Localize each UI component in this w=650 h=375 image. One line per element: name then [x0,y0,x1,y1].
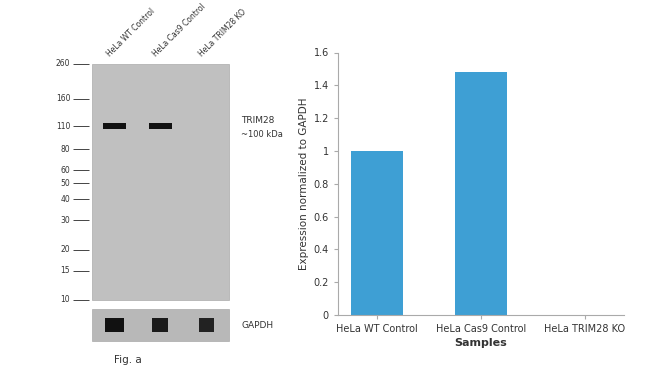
Text: 20: 20 [60,245,70,254]
Text: 30: 30 [60,216,70,225]
X-axis label: Samples: Samples [454,338,508,348]
Bar [92,64,229,300]
Text: 80: 80 [60,145,70,154]
Text: 50: 50 [60,179,70,188]
Text: 110: 110 [56,122,70,130]
Text: TRIM28: TRIM28 [241,116,275,125]
Bar [105,318,124,333]
Bar [92,309,229,341]
Bar [149,123,172,129]
Text: 60: 60 [60,166,70,175]
Text: 10: 10 [60,296,70,304]
Bar [351,151,403,315]
Bar [455,72,507,315]
Bar [152,318,168,333]
Text: 15: 15 [60,266,70,275]
Text: HeLa TRIM28 KO: HeLa TRIM28 KO [197,7,248,58]
Bar [103,123,126,129]
Text: 260: 260 [56,59,70,68]
Bar [199,318,214,333]
Text: GAPDH: GAPDH [241,321,274,330]
Text: Fig. a: Fig. a [114,355,142,365]
Text: 160: 160 [56,94,70,104]
Text: HeLa Cas9 Control: HeLa Cas9 Control [151,2,207,58]
Text: HeLa WT Control: HeLa WT Control [105,6,157,58]
Text: 40: 40 [60,195,70,204]
Text: ~100 kDa: ~100 kDa [241,130,283,139]
Y-axis label: Expression normalized to GAPDH: Expression normalized to GAPDH [300,98,309,270]
